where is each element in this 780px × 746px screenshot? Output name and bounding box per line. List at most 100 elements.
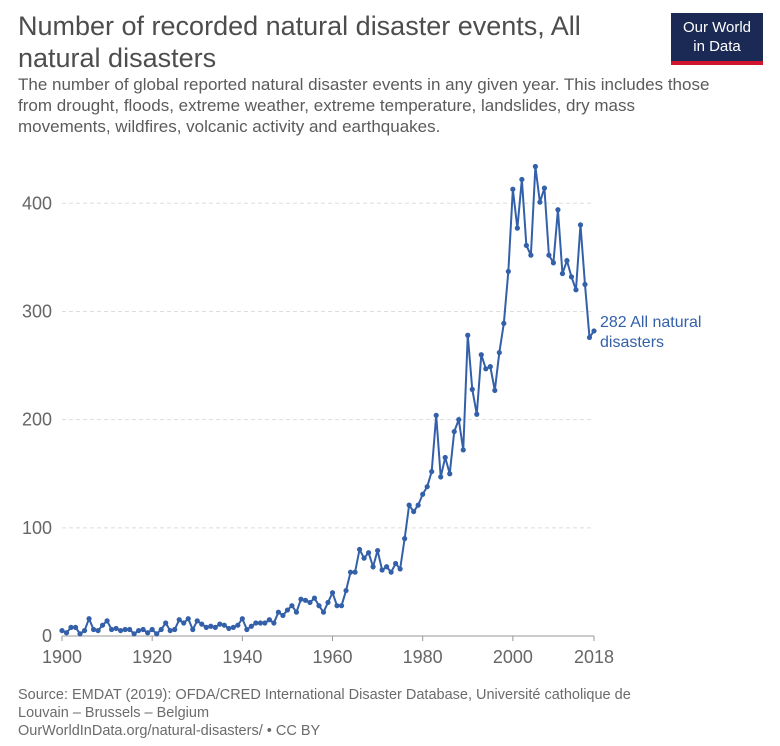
data-point-1993[interactable] (478, 352, 484, 358)
data-point-1934[interactable] (212, 624, 218, 630)
data-point-1939[interactable] (235, 622, 241, 628)
data-point-1900[interactable] (59, 627, 65, 634)
data-point-1945[interactable] (262, 620, 268, 626)
data-point-1957[interactable] (316, 603, 322, 609)
data-point-1935[interactable] (217, 621, 223, 627)
data-point-2005[interactable] (532, 163, 538, 170)
data-point-1969[interactable] (370, 564, 376, 570)
data-point-1973[interactable] (388, 569, 394, 575)
data-point-1929[interactable] (190, 626, 196, 633)
data-point-1956[interactable] (311, 595, 318, 601)
data-point-2006[interactable] (537, 199, 543, 205)
data-point-1946[interactable] (266, 617, 272, 623)
data-point-1914[interactable] (122, 626, 128, 633)
data-point-1980[interactable] (420, 491, 426, 497)
data-point-1905[interactable] (81, 627, 88, 634)
data-point-2004[interactable] (528, 252, 534, 258)
data-point-1923[interactable] (163, 620, 169, 626)
data-point-1936[interactable] (221, 622, 227, 628)
data-point-1940[interactable] (239, 616, 245, 622)
data-point-1978[interactable] (411, 508, 417, 515)
data-point-2015[interactable] (577, 222, 584, 228)
data-point-1933[interactable] (208, 623, 214, 629)
data-point-1991[interactable] (469, 386, 475, 392)
data-point-1943[interactable] (253, 620, 259, 626)
data-point-1996[interactable] (492, 387, 498, 394)
data-point-1915[interactable] (127, 626, 133, 633)
data-point-1994[interactable] (483, 366, 489, 372)
data-point-1912[interactable] (113, 625, 119, 632)
data-point-1911[interactable] (108, 626, 115, 633)
data-point-1941[interactable] (244, 626, 250, 633)
data-point-1966[interactable] (356, 546, 363, 553)
data-point-1986[interactable] (447, 471, 453, 477)
data-point-1904[interactable] (77, 631, 83, 637)
data-point-1937[interactable] (226, 625, 232, 632)
data-point-1938[interactable] (230, 624, 236, 630)
data-point-1967[interactable] (361, 555, 367, 561)
data-point-1998[interactable] (501, 320, 507, 326)
data-point-1948[interactable] (275, 609, 282, 615)
data-point-1950[interactable] (284, 607, 291, 613)
data-point-1930[interactable] (194, 618, 200, 624)
data-point-2016[interactable] (582, 281, 588, 288)
data-point-1999[interactable] (505, 268, 511, 275)
data-point-1922[interactable] (158, 626, 164, 633)
url-line[interactable]: OurWorldInData.org/natural-disasters/ • … (18, 723, 321, 739)
data-point-1989[interactable] (460, 447, 466, 453)
data-point-1932[interactable] (203, 624, 209, 630)
data-point-2010[interactable] (555, 207, 561, 213)
data-point-1960[interactable] (329, 590, 336, 596)
series-line-all-natural-disasters[interactable] (61, 166, 595, 636)
data-point-1992[interactable] (474, 411, 480, 417)
data-point-1995[interactable] (487, 364, 493, 370)
data-point-1970[interactable] (374, 547, 381, 554)
data-point-1979[interactable] (415, 502, 421, 508)
data-point-1976[interactable] (402, 536, 408, 542)
data-point-1917[interactable] (136, 627, 142, 634)
data-point-1913[interactable] (118, 627, 124, 634)
data-point-1951[interactable] (289, 603, 295, 609)
data-point-1901[interactable] (63, 630, 70, 636)
data-point-1909[interactable] (99, 622, 106, 628)
data-point-2002[interactable] (519, 176, 525, 183)
data-point-1958[interactable] (320, 609, 327, 615)
owid-logo[interactable]: Our World in Data (671, 13, 763, 65)
data-point-1919[interactable] (145, 630, 151, 636)
data-point-2018[interactable] (591, 328, 597, 334)
data-point-1925[interactable] (172, 626, 178, 633)
data-point-1962[interactable] (338, 603, 345, 609)
data-point-1903[interactable] (72, 624, 79, 630)
data-point-1968[interactable] (365, 550, 372, 556)
data-point-2007[interactable] (541, 185, 548, 191)
data-point-1916[interactable] (131, 631, 137, 637)
data-point-1961[interactable] (334, 603, 340, 609)
data-point-1918[interactable] (140, 626, 146, 633)
data-point-2008[interactable] (546, 252, 552, 258)
data-point-1926[interactable] (176, 617, 182, 623)
data-point-1981[interactable] (424, 484, 430, 490)
data-point-1931[interactable] (199, 621, 205, 627)
data-point-1983[interactable] (433, 412, 439, 418)
data-point-1963[interactable] (343, 587, 349, 594)
data-point-1927[interactable] (181, 620, 187, 626)
data-point-2013[interactable] (568, 274, 575, 280)
data-point-1949[interactable] (280, 612, 286, 619)
data-point-1997[interactable] (496, 349, 502, 356)
data-point-1924[interactable] (167, 627, 173, 634)
data-point-1974[interactable] (393, 560, 399, 567)
data-point-1942[interactable] (248, 623, 254, 629)
data-point-1982[interactable] (429, 468, 435, 475)
data-point-1965[interactable] (352, 569, 358, 575)
data-point-1908[interactable] (95, 627, 101, 634)
data-point-1952[interactable] (293, 609, 300, 615)
data-point-2012[interactable] (564, 258, 570, 264)
data-point-1902[interactable] (68, 624, 74, 630)
data-point-1987[interactable] (451, 428, 457, 435)
data-point-1907[interactable] (90, 626, 97, 633)
data-point-2001[interactable] (514, 225, 520, 231)
data-point-1984[interactable] (438, 474, 444, 480)
data-point-1944[interactable] (257, 620, 263, 626)
data-point-2017[interactable] (586, 334, 593, 341)
data-point-1955[interactable] (307, 599, 313, 606)
